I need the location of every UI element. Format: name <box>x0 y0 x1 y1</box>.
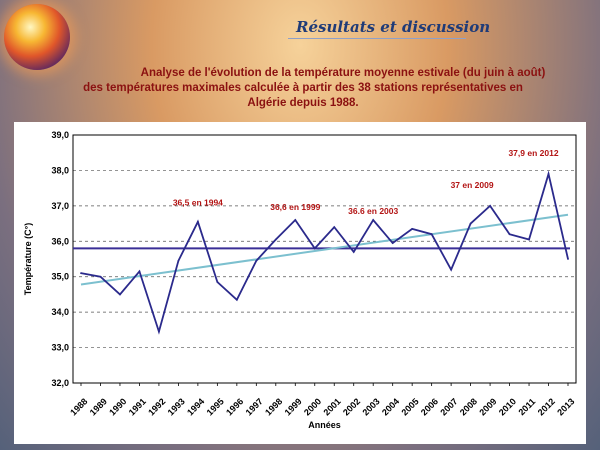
data-point <box>489 204 491 207</box>
data-point <box>411 227 414 230</box>
data-point <box>469 222 472 225</box>
data-point <box>372 219 375 221</box>
globe-logo <box>4 4 70 70</box>
y-tick-label: 33,0 <box>51 343 69 353</box>
x-tick-label: 1993 <box>166 396 187 417</box>
data-point <box>99 275 102 278</box>
x-tick-label: 2008 <box>458 396 479 417</box>
temperature-series-line <box>80 170 569 335</box>
y-tick-label: 35,0 <box>51 272 69 282</box>
x-tick-label: 2006 <box>419 396 440 417</box>
x-tick-label: 2001 <box>322 396 343 417</box>
trend-line <box>80 213 569 286</box>
annotation-label: 36,6 en 1999 <box>270 202 320 212</box>
title-underline <box>288 38 466 39</box>
annotation-label: 37 en 2009 <box>451 180 494 190</box>
annotation-label: 37,9 en 2012 <box>508 148 558 158</box>
x-tick-label: 2009 <box>477 396 498 417</box>
x-tick-label: 2012 <box>536 396 557 417</box>
x-tick-label: 2013 <box>555 396 576 417</box>
data-point <box>333 226 336 229</box>
data-point <box>235 298 238 301</box>
x-tick-label: 1990 <box>107 396 128 417</box>
data-point <box>547 173 550 175</box>
data-point <box>508 233 511 236</box>
x-tick-label: 2005 <box>399 396 420 417</box>
y-tick-label: 38,0 <box>51 165 69 175</box>
data-point <box>158 330 160 333</box>
description-line-1: Analyse de l'évolution de la température… <box>140 67 546 79</box>
data-point <box>352 251 355 253</box>
x-tick-label: 2010 <box>497 396 518 417</box>
data-point <box>138 270 141 273</box>
x-tick-label: 1992 <box>146 396 167 417</box>
description-line-3: Algérie depuis 1988. <box>247 97 359 109</box>
data-point <box>391 242 394 244</box>
x-tick-label: 2003 <box>360 396 381 417</box>
x-tick-label: 1994 <box>185 396 206 417</box>
data-point <box>119 293 121 296</box>
chart-panel: 32,0 33,0 34,0 35,0 36,0 37,0 38,0 39,0 1988 1989… <box>14 122 586 444</box>
data-point <box>274 238 277 241</box>
x-tick-label: 1989 <box>88 396 109 417</box>
x-tick-label: 2004 <box>380 396 401 417</box>
data-point <box>80 272 82 275</box>
x-tick-label: 1999 <box>283 396 304 417</box>
x-tick-label: 2007 <box>438 396 459 417</box>
annotation-label: 36,5 en 1994 <box>173 198 223 208</box>
y-tick-label: 36,0 <box>51 236 69 246</box>
data-point <box>255 259 258 262</box>
data-point <box>567 258 569 260</box>
x-tick-label: 1998 <box>263 396 284 417</box>
data-point <box>450 268 453 271</box>
x-tick-label: 1995 <box>205 396 226 417</box>
y-tick-label: 37,0 <box>51 201 69 211</box>
data-point <box>196 220 199 223</box>
x-tick-label: 2002 <box>341 396 362 417</box>
x-tick-label: 1996 <box>224 396 245 417</box>
data-point <box>313 247 316 250</box>
slide-description: Analyse de l'évolution de la température… <box>18 66 588 111</box>
x-tick-label: 2000 <box>302 396 323 417</box>
data-point <box>430 233 433 236</box>
x-tick-label: 1988 <box>68 396 89 417</box>
data-point <box>528 238 530 241</box>
y-axis-title: Température (C°) <box>23 223 33 295</box>
temperature-chart: 32,0 33,0 34,0 35,0 36,0 37,0 38,0 39,0 19881989… <box>23 130 577 430</box>
data-point <box>294 219 297 221</box>
slide-title: Résultats et discussion <box>296 18 491 36</box>
y-tick-label: 34,0 <box>51 307 69 317</box>
x-tick-label: 1997 <box>244 396 265 417</box>
x-tick-label: 2011 <box>516 396 537 417</box>
x-tick-label: 1991 <box>127 396 148 417</box>
x-axis-title: Années <box>308 420 341 430</box>
y-tick-label: 39,0 <box>51 130 69 140</box>
y-tick-label: 32,0 <box>51 378 69 388</box>
data-point <box>177 259 180 262</box>
annotation-label: 36.6 en 2003 <box>348 206 398 216</box>
plot-frame <box>72 134 577 384</box>
data-point <box>216 281 219 283</box>
description-line-2: des températures maximales calculée à pa… <box>83 82 523 94</box>
